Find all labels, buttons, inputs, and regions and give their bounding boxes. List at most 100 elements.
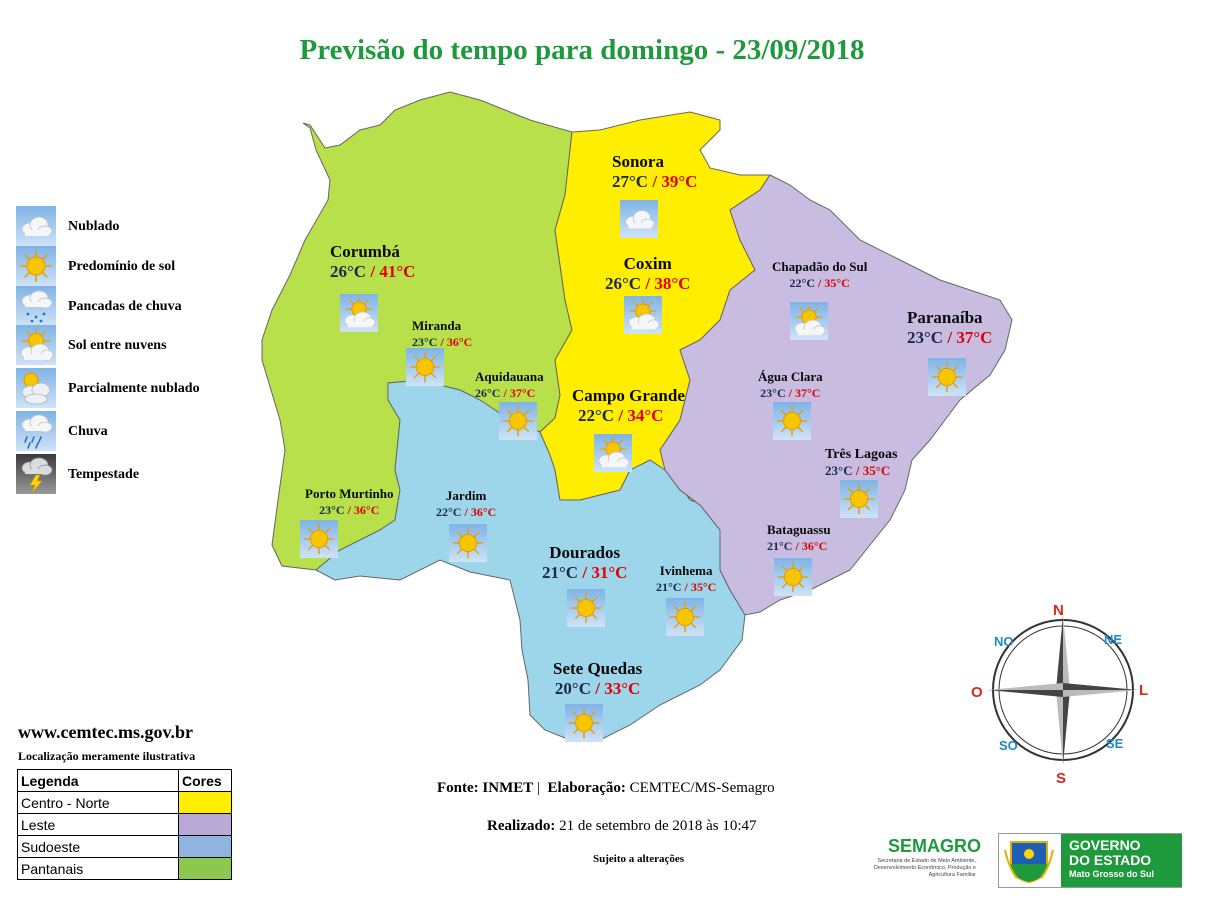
gov-line3: Mato Grosso do Sul (1069, 869, 1155, 879)
state-crest-icon (1004, 841, 1054, 884)
sun-cloud-icon (16, 325, 56, 365)
city-name: Chapadão do Sul (772, 259, 868, 274)
city-sonora: Sonora 27°C / 39°C (612, 152, 697, 192)
table-row: Sudoeste (17, 835, 232, 858)
city-temps: 23°C / 36°C (319, 503, 380, 517)
sun-cloud-icon (340, 294, 378, 332)
city-temps: 21°C / 31°C (542, 563, 628, 582)
city-chapadao-do-sul: Chapadão do Sul 22°C / 35°C (772, 258, 867, 291)
city-agua-clara: Água Clara 23°C / 37°C (758, 368, 823, 401)
government-text: GOVERNO DO ESTADO Mato Grosso do Sul (1061, 834, 1182, 887)
legend-label: Pancadas de chuva (68, 299, 182, 314)
city-temps: 23°C / 37°C (760, 386, 821, 400)
city-corumba: Corumbá 26°C / 41°C (330, 242, 415, 282)
city-paranaiba: Paranaíba 23°C / 37°C (907, 308, 992, 348)
legend-item-tempestade: Tempestade (16, 454, 256, 494)
legend-item-nublado: Nublado (16, 206, 256, 246)
city-name: Sonora (612, 152, 664, 171)
sun-icon (773, 402, 811, 440)
sun-icon (928, 358, 966, 396)
sun-icon (406, 348, 444, 386)
region-swatch-leste (178, 813, 232, 836)
city-ivinhema: Ivinhema 21°C / 35°C (656, 562, 716, 595)
table-header-row: Legenda Cores (17, 769, 232, 792)
page-title: Previsão do tempo para domingo - 23/09/2… (299, 34, 865, 66)
city-temps: 22°C / 34°C (578, 406, 664, 425)
city-temps: 26°C / 38°C (605, 274, 691, 293)
region-swatch-centro-norte (178, 791, 232, 814)
table-row: Leste (17, 813, 232, 836)
city-temps: 27°C / 39°C (612, 172, 698, 191)
compass-west: O (971, 684, 983, 701)
subject-note: Sujeito a alterações (593, 853, 685, 865)
city-temps: 22°C / 35°C (789, 276, 850, 290)
compass-ne: NE (1104, 632, 1123, 647)
website-url[interactable]: www.cemtec.ms.gov.br (18, 722, 193, 742)
compass-rose: N S L O NE NO SE SO (968, 600, 1158, 790)
city-name: Porto Murtinho (305, 486, 394, 501)
region-label: Pantanais (17, 857, 179, 880)
city-sete-quedas: Sete Quedas 20°C / 33°C (553, 659, 642, 699)
city-name: Corumbá (330, 242, 400, 261)
regions-legend-table: Legenda Cores Centro - Norte Leste Sudoe… (17, 769, 232, 880)
city-temps: 20°C / 33°C (554, 679, 641, 698)
cloudy-icon (16, 206, 56, 246)
sun-icon (16, 246, 56, 286)
sun-icon (774, 558, 812, 596)
legend-item-pancadas: Pancadas de chuva (16, 286, 256, 326)
source-line: Fonte: INMET | Elaboração: CEMTEC/MS-Sem… (437, 780, 775, 796)
city-name: Três Lagoas (825, 447, 898, 462)
city-campo-grande: Campo Grande 22°C / 34°C (572, 386, 685, 426)
city-jardim: Jardim 22°C / 36°C (436, 487, 496, 520)
city-name: Bataguassu (767, 522, 831, 537)
sun-icon (449, 524, 487, 562)
city-name: Ivinhema (659, 563, 713, 578)
semagro-name: SEMAGRO (888, 836, 982, 856)
city-name: Água Clara (758, 369, 823, 384)
city-dourados: Dourados 21°C / 31°C (542, 543, 627, 583)
city-name: Coxim (623, 254, 672, 273)
rain-icon (16, 411, 56, 451)
gov-line1: GOVERNO (1069, 837, 1141, 853)
city-temps: 23°C / 36°C (412, 335, 473, 349)
compass-no: NO (994, 634, 1014, 649)
region-swatch-pantanais (178, 857, 232, 880)
city-miranda: Miranda 23°C / 36°C (412, 317, 472, 350)
city-name: Paranaíba (907, 308, 983, 327)
semagro-subtitle: Secretaria de Estado de Meio Ambiente, D… (873, 858, 976, 878)
city-temps: 23°C / 35°C (825, 463, 891, 478)
city-tres-lagoas: Três Lagoas 23°C / 35°C (825, 445, 897, 479)
region-label: Centro - Norte (17, 791, 179, 814)
sun-cloud-icon (624, 296, 662, 334)
sun-icon (300, 520, 338, 558)
legend-label: Tempestade (68, 467, 140, 482)
city-temps: 21°C / 35°C (656, 580, 717, 594)
sun-icon (840, 480, 878, 518)
location-note: Localização meramente ilustrativa (18, 749, 196, 763)
storm-icon (16, 454, 56, 494)
legend-label: Predomínio de sol (68, 259, 176, 274)
city-aquidauana: Aquidauana 26°C / 37°C (475, 368, 544, 401)
legend-item-parcialmente: Parcialmente nublado (16, 368, 256, 408)
region-label: Sudoeste (17, 835, 179, 858)
city-temps: 22°C / 36°C (436, 505, 497, 519)
legend-item-predominio-sol: Predomínio de sol (16, 246, 256, 286)
city-name: Jardim (445, 488, 487, 503)
header-colors: Cores (178, 769, 232, 792)
table-row: Centro - Norte (17, 791, 232, 814)
city-coxim: Coxim 26°C / 38°C (605, 254, 690, 294)
compass-east: L (1139, 682, 1149, 699)
legend-label: Sol entre nuvens (68, 338, 167, 353)
made-line: Realizado: 21 de setembro de 2018 às 10:… (487, 818, 757, 834)
region-label: Leste (17, 813, 179, 836)
table-row: Pantanais (17, 857, 232, 880)
city-name: Miranda (412, 318, 462, 333)
sun-icon (666, 598, 704, 636)
city-name: Aquidauana (475, 369, 544, 384)
partly-cloudy-icon (16, 368, 56, 408)
city-name: Campo Grande (572, 386, 685, 405)
compass-north: N (1053, 602, 1064, 619)
compass-se: SE (1106, 736, 1124, 751)
city-temps: 21°C / 36°C (767, 539, 828, 553)
